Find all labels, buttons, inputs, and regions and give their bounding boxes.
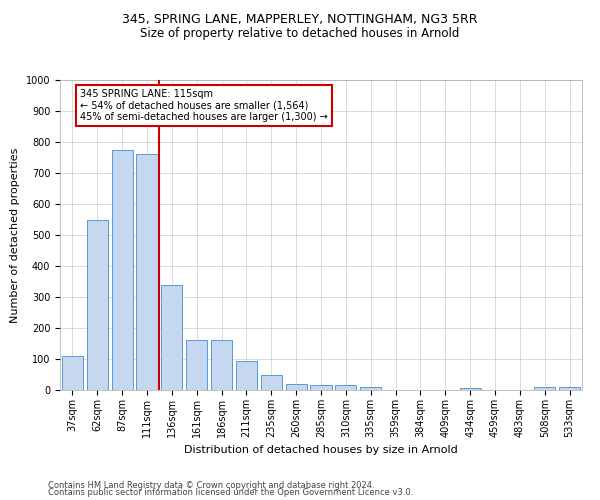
Bar bbox=[534, 387, 555, 390]
Bar bbox=[460, 388, 481, 390]
Bar bbox=[186, 340, 207, 390]
Text: 345, SPRING LANE, MAPPERLEY, NOTTINGHAM, NG3 5RR: 345, SPRING LANE, MAPPERLEY, NOTTINGHAM,… bbox=[122, 12, 478, 26]
Bar bbox=[360, 387, 381, 390]
Bar bbox=[559, 387, 580, 390]
Text: Contains public sector information licensed under the Open Government Licence v3: Contains public sector information licen… bbox=[48, 488, 413, 497]
Y-axis label: Number of detached properties: Number of detached properties bbox=[10, 148, 20, 322]
Bar bbox=[236, 360, 257, 390]
Bar bbox=[112, 150, 133, 390]
Bar bbox=[62, 356, 83, 390]
Bar bbox=[310, 386, 332, 390]
Bar bbox=[261, 374, 282, 390]
Bar bbox=[161, 284, 182, 390]
Text: 345 SPRING LANE: 115sqm
← 54% of detached houses are smaller (1,564)
45% of semi: 345 SPRING LANE: 115sqm ← 54% of detache… bbox=[80, 90, 328, 122]
X-axis label: Distribution of detached houses by size in Arnold: Distribution of detached houses by size … bbox=[184, 446, 458, 456]
Bar bbox=[136, 154, 158, 390]
Text: Contains HM Land Registry data © Crown copyright and database right 2024.: Contains HM Land Registry data © Crown c… bbox=[48, 480, 374, 490]
Bar bbox=[335, 386, 356, 390]
Bar bbox=[286, 384, 307, 390]
Text: Size of property relative to detached houses in Arnold: Size of property relative to detached ho… bbox=[140, 28, 460, 40]
Bar bbox=[87, 220, 108, 390]
Bar bbox=[211, 340, 232, 390]
